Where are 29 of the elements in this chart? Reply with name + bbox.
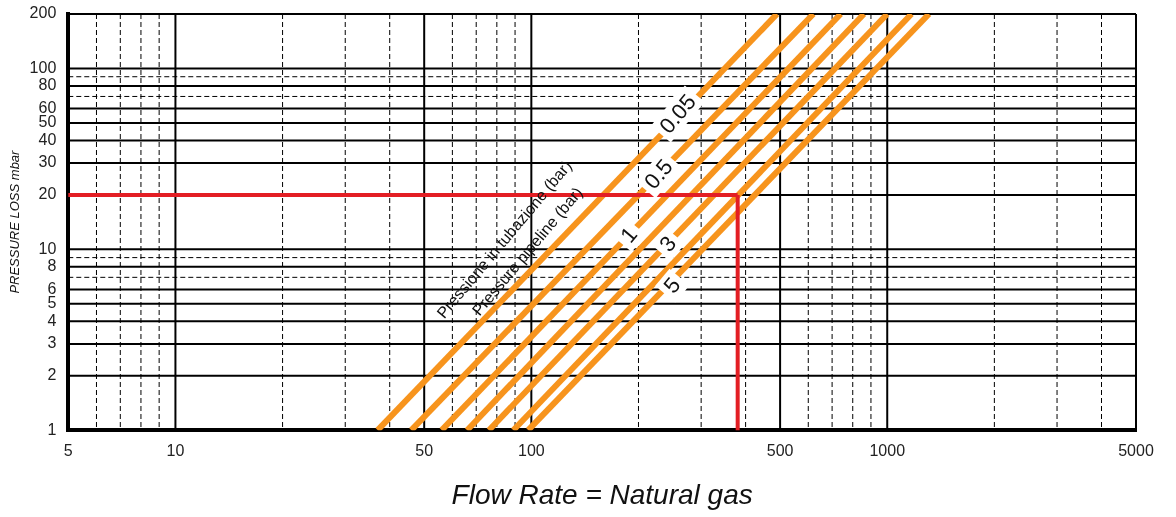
annotation: 0.5 [638,154,678,194]
x-tick-label: 100 [517,442,545,460]
x-tick-label: 50 [415,442,434,460]
y-tick-label: 200 [29,4,57,22]
y-tick-label: 5 [47,294,57,312]
x-tick-label: 5000 [1118,442,1154,460]
y-tick-label: 20 [38,185,57,203]
y-tick-label: 3 [47,334,57,352]
y-tick-label: 4 [47,311,57,329]
y-tick-label: 60 [38,98,57,116]
y-tick-label: 50 [38,113,57,131]
x-tick-label: 5 [63,442,73,460]
y-tick-label: 30 [38,153,57,171]
y-tick-label: 10 [38,239,57,257]
x-axis-title: Flow Rate = Natural gas [451,479,753,510]
y-tick-label: 6 [47,279,57,297]
y-tick-label: 8 [47,257,57,275]
y-tick-label: 40 [38,130,57,148]
y-tick-label: 100 [29,58,57,76]
x-tick-label: 1000 [869,442,906,460]
y-tick-label: 2 [47,366,57,384]
y-tick-label: 1 [47,420,57,438]
y-axis-title: PRESSURE LOSS mbar [7,149,23,294]
annotation: 1 [615,222,643,248]
x-tick-label: 500 [766,442,794,460]
annotation: 3 [654,231,682,257]
y-tick-label: 80 [38,76,57,94]
annotation: 5 [658,272,686,299]
x-tick-label: 10 [166,442,185,460]
